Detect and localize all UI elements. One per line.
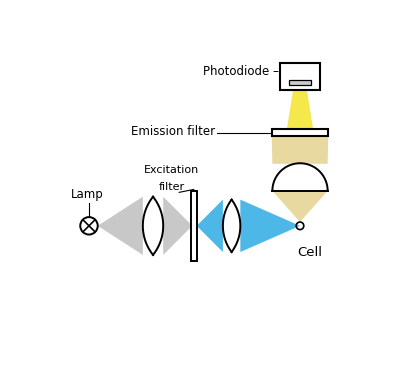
Polygon shape	[287, 90, 313, 129]
Text: filter: filter	[159, 182, 185, 192]
Bar	[272, 129, 328, 136]
Text: Cell: Cell	[298, 246, 323, 259]
Bar	[191, 191, 197, 261]
Polygon shape	[272, 133, 328, 164]
Polygon shape	[240, 200, 300, 252]
Text: Lamp: Lamp	[71, 188, 104, 201]
Text: Excitation: Excitation	[144, 165, 200, 175]
Text: Photodiode –: Photodiode –	[203, 65, 279, 77]
Bar	[289, 80, 311, 85]
Polygon shape	[197, 200, 223, 252]
Polygon shape	[272, 191, 328, 222]
Text: Emission filter: Emission filter	[132, 125, 216, 138]
Polygon shape	[163, 197, 191, 255]
Bar	[281, 63, 320, 90]
Polygon shape	[98, 197, 143, 255]
